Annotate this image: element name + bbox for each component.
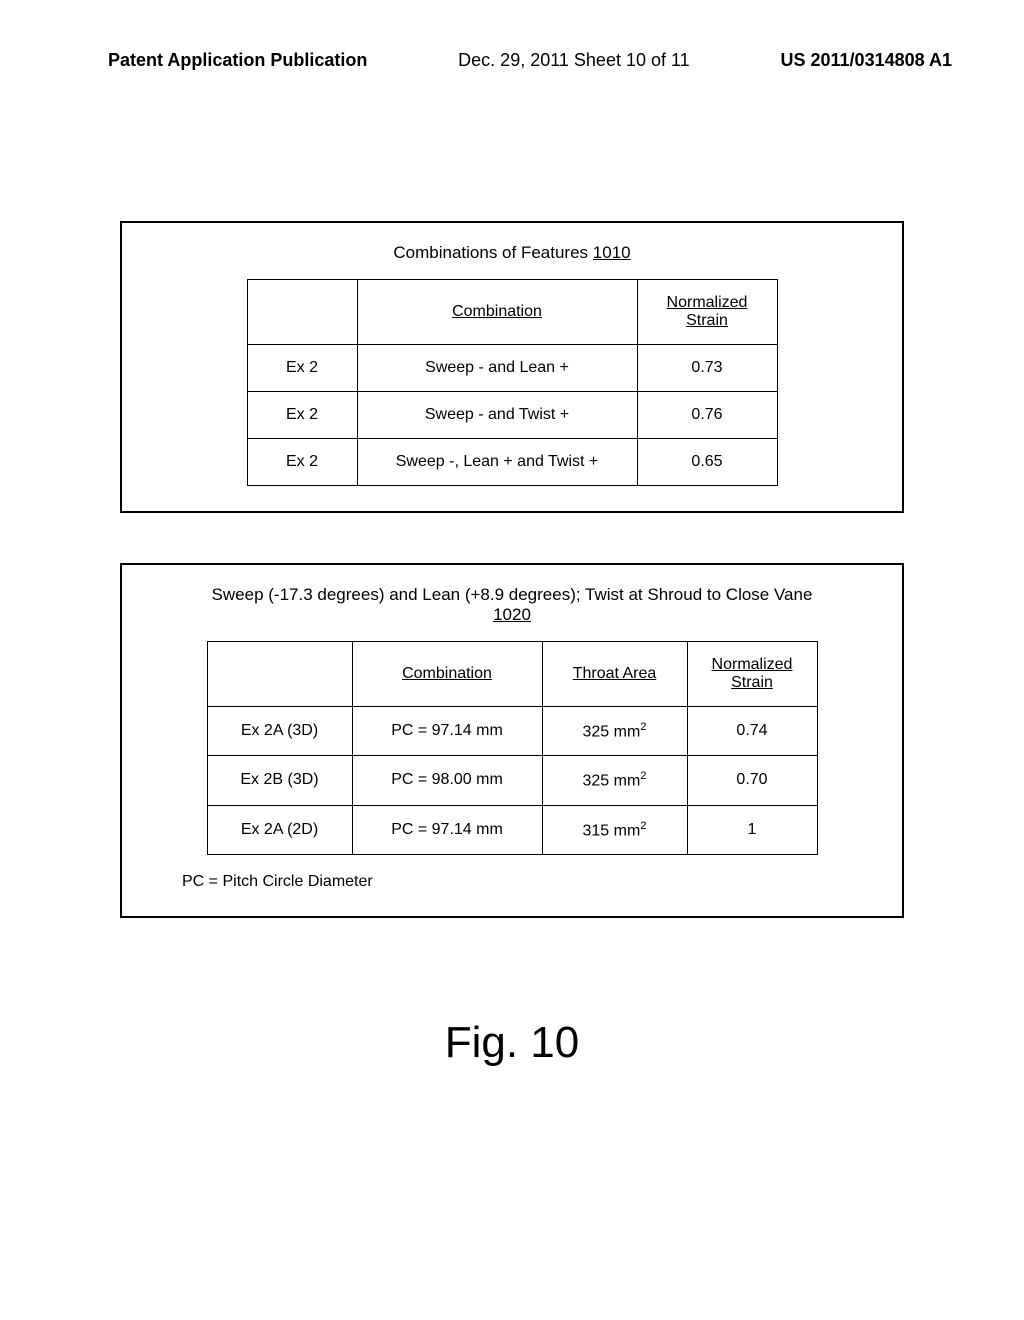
header-right: US 2011/0314808 A1 — [781, 50, 952, 71]
table1: Combination Normalized Strain Ex 2 Sweep… — [247, 279, 778, 486]
table1-title: Combinations of Features 1010 — [162, 243, 862, 263]
table-row: Ex 2A (2D) PC = 97.14 mm 315 mm2 1 — [207, 805, 817, 854]
table2-cell: 0.70 — [687, 756, 817, 805]
table2-cell: PC = 97.14 mm — [352, 805, 542, 854]
table1-cell: 0.65 — [637, 439, 777, 486]
table2-cell: 1 — [687, 805, 817, 854]
content-area: Combinations of Features 1010 Combinatio… — [0, 81, 1024, 1068]
table2-header-strain: Normalized Strain — [687, 642, 817, 707]
table1-header-row: Combination Normalized Strain — [247, 280, 777, 345]
table2-cell: Ex 2B (3D) — [207, 756, 352, 805]
table-row: Ex 2 Sweep -, Lean + and Twist + 0.65 — [247, 439, 777, 486]
table2-cell: PC = 97.14 mm — [352, 707, 542, 756]
table-row: Ex 2B (3D) PC = 98.00 mm 325 mm2 0.70 — [207, 756, 817, 805]
table1-header-combination: Combination — [357, 280, 637, 345]
table1-ref: 1010 — [593, 243, 631, 262]
table1-cell: Ex 2 — [247, 345, 357, 392]
header-left: Patent Application Publication — [108, 50, 367, 71]
table1-header-strain: Normalized Strain — [637, 280, 777, 345]
table1-box: Combinations of Features 1010 Combinatio… — [120, 221, 904, 513]
table-row: Ex 2A (3D) PC = 97.14 mm 325 mm2 0.74 — [207, 707, 817, 756]
table2-ref: 1020 — [493, 605, 531, 624]
table2-cell: 0.74 — [687, 707, 817, 756]
table1-cell: Sweep -, Lean + and Twist + — [357, 439, 637, 486]
table2-cell: 325 mm2 — [542, 756, 687, 805]
page-header: Patent Application Publication Dec. 29, … — [0, 0, 1024, 81]
table-row: Ex 2 Sweep - and Twist + 0.76 — [247, 392, 777, 439]
table1-cell: Sweep - and Lean + — [357, 345, 637, 392]
table1-cell: 0.73 — [637, 345, 777, 392]
table2: Combination Throat Area Normalized Strai… — [207, 641, 818, 855]
table2-box: Sweep (-17.3 degrees) and Lean (+8.9 deg… — [120, 563, 904, 918]
table1-header-blank — [247, 280, 357, 345]
table-row: Ex 2 Sweep - and Lean + 0.73 — [247, 345, 777, 392]
table2-header-blank — [207, 642, 352, 707]
table1-cell: 0.76 — [637, 392, 777, 439]
table2-title-text: Sweep (-17.3 degrees) and Lean (+8.9 deg… — [212, 585, 813, 604]
table1-title-text: Combinations of Features — [393, 243, 592, 262]
table2-cell: 325 mm2 — [542, 707, 687, 756]
table1-cell: Ex 2 — [247, 439, 357, 486]
table2-header-throat: Throat Area — [542, 642, 687, 707]
table2-header-combination: Combination — [352, 642, 542, 707]
figure-label: Fig. 10 — [120, 1018, 904, 1068]
header-center: Dec. 29, 2011 Sheet 10 of 11 — [458, 50, 690, 71]
table1-cell: Ex 2 — [247, 392, 357, 439]
table2-title: Sweep (-17.3 degrees) and Lean (+8.9 deg… — [162, 585, 862, 625]
table2-cell: 315 mm2 — [542, 805, 687, 854]
table2-cell: PC = 98.00 mm — [352, 756, 542, 805]
table2-cell: Ex 2A (2D) — [207, 805, 352, 854]
table2-footnote: PC = Pitch Circle Diameter — [182, 873, 862, 891]
table2-header-row: Combination Throat Area Normalized Strai… — [207, 642, 817, 707]
table2-cell: Ex 2A (3D) — [207, 707, 352, 756]
table1-cell: Sweep - and Twist + — [357, 392, 637, 439]
